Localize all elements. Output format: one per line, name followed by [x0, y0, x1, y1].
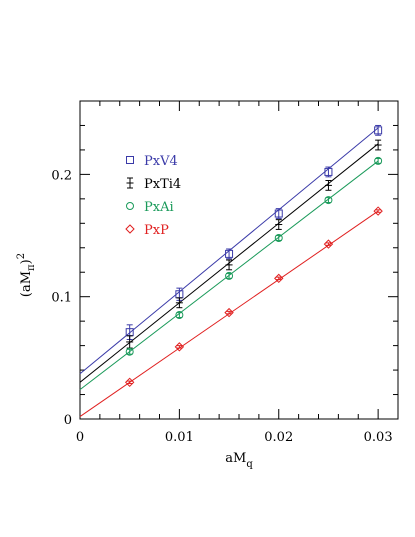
- data-point-pxti4: [374, 139, 382, 151]
- marker-diamond: [174, 342, 185, 352]
- y-tick-label: 0: [64, 413, 72, 428]
- data-point-pxti4: [324, 180, 332, 191]
- data-point-pxti4: [225, 259, 233, 271]
- x-axis-label: aMq: [225, 451, 253, 470]
- x-axis-label-base: aM: [225, 451, 246, 466]
- marker-circle: [225, 271, 234, 280]
- plot-frame: [79, 100, 399, 420]
- marker-square: [274, 209, 283, 218]
- tick-labels: 0 0.01 0.02 0.03 0 0.1 0.2: [51, 168, 392, 445]
- legend-label: PxP: [144, 223, 169, 238]
- y-axis-label: (aMπ)2: [16, 253, 37, 297]
- legend-label: PxTi4: [144, 177, 181, 192]
- data-points: [124, 124, 383, 388]
- data-point-pxai: [374, 156, 383, 165]
- data-point-pxp: [274, 273, 284, 284]
- x-tick-label: 0: [76, 430, 84, 445]
- marker-square: [374, 126, 383, 135]
- legend-label: PxAi: [144, 200, 174, 215]
- data-point-pxv4: [374, 124, 383, 136]
- data-point-pxai: [225, 271, 234, 280]
- legend-marker: [126, 202, 134, 210]
- data-point-pxp: [373, 206, 383, 216]
- data-point-pxai: [175, 311, 184, 320]
- marker-diamond: [224, 307, 234, 318]
- marker-diamond: [274, 273, 284, 284]
- data-point-pxti4: [175, 297, 183, 309]
- x-tick-label: 0.03: [364, 430, 393, 445]
- marker-circle: [175, 311, 184, 320]
- marker-circle: [274, 233, 283, 242]
- data-point-pxai: [324, 196, 333, 205]
- data-point-pxv4: [324, 166, 333, 178]
- data-point-pxti4: [126, 335, 134, 349]
- legend-item-pxti4: PxTi4: [126, 177, 181, 192]
- legend-item-pxai: PxAi: [126, 200, 174, 215]
- data-point-pxv4: [225, 248, 234, 260]
- marker-diamond: [373, 206, 383, 216]
- legend-label: PxV4: [144, 154, 178, 169]
- y-axis-label-suffix: ): [19, 259, 34, 264]
- data-point-pxp: [323, 239, 334, 249]
- marker-circle: [125, 347, 134, 356]
- marker-square: [324, 167, 333, 176]
- y-axis-label-subscript: π: [26, 264, 37, 271]
- legend: PxV4 PxTi4 PxAi PxP: [125, 154, 181, 238]
- data-point-pxai: [274, 233, 283, 242]
- marker-circle: [374, 156, 383, 165]
- y-tick-label: 0.1: [51, 291, 72, 306]
- marker-square: [225, 249, 234, 258]
- data-point-pxai: [125, 347, 134, 356]
- data-point-pxp: [224, 307, 234, 318]
- data-point-pxti4: [275, 219, 283, 230]
- data-point-pxp: [124, 377, 135, 388]
- marker-diamond: [323, 239, 334, 249]
- legend-item-pxv4: PxV4: [126, 154, 178, 169]
- y-tick-label: 0.2: [51, 168, 72, 183]
- legend-marker: [125, 224, 135, 234]
- marker-circle: [324, 196, 333, 205]
- y-axis-label-superscript: 2: [16, 253, 27, 259]
- marker-diamond: [124, 377, 135, 388]
- x-tick-label: 0.02: [264, 430, 293, 445]
- axis-ticks: [79, 100, 399, 420]
- x-axis-label-subscript: q: [246, 459, 253, 470]
- y-axis-label-prefix: (aM: [19, 271, 34, 297]
- x-tick-label: 0.01: [165, 430, 194, 445]
- legend-marker: [126, 156, 134, 164]
- data-point-pxp: [174, 342, 185, 352]
- legend-item-pxp: PxP: [125, 223, 169, 238]
- data-point-pxv4: [274, 208, 283, 219]
